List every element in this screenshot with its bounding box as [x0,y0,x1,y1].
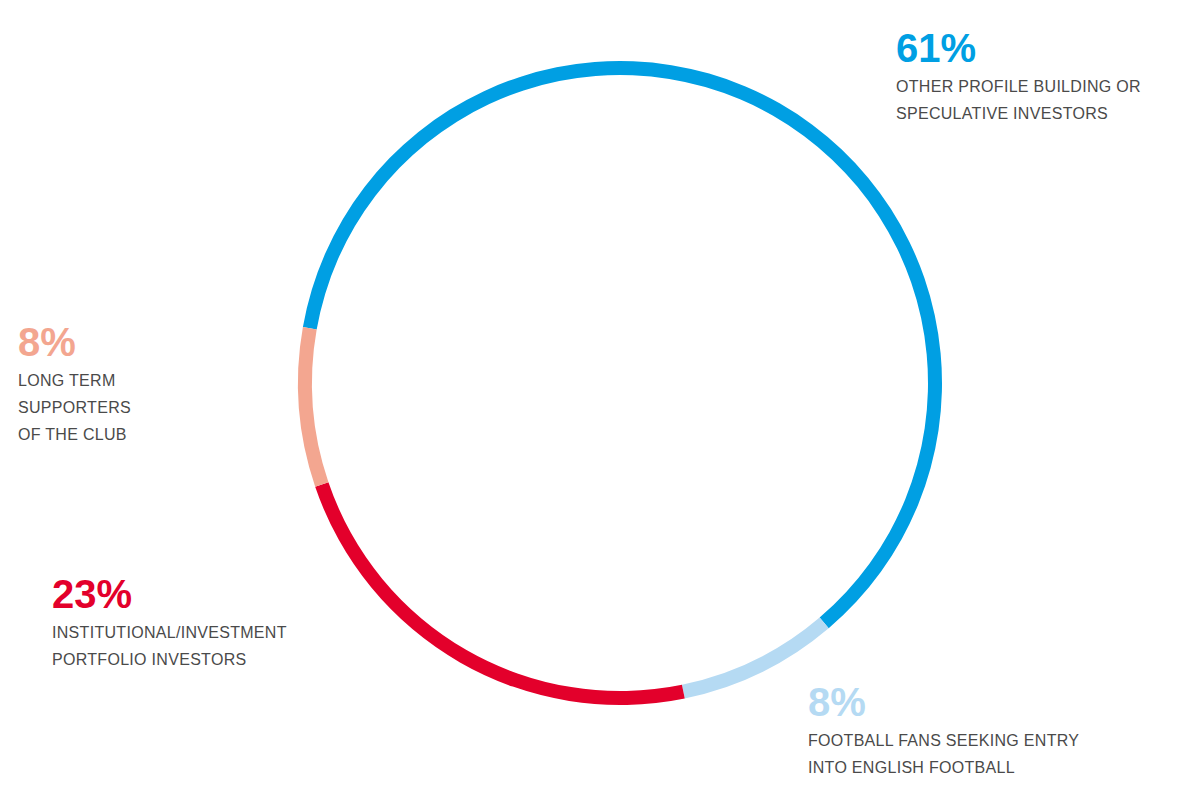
segment-label: 8% FOOTBALL FANS SEEKING ENTRY INTO ENGLIS… [808,680,1079,776]
category-line: INSTITUTIONAL/INVESTMENT [52,624,287,641]
percent-label: 8% [808,680,866,724]
category-label: FOOTBALL FANS SEEKING ENTRY INTO ENGLISH … [808,732,1079,776]
ring-segment [303,61,942,628]
ring-segment [315,482,685,705]
ring [298,61,942,705]
category-line: OTHER PROFILE BUILDING OR [896,78,1141,95]
category-label: LONG TERM SUPPORTERS OF THE CLUB [18,372,131,443]
category-label: OTHER PROFILE BUILDING OR SPECULATIVE INV… [896,78,1141,122]
category-line: FOOTBALL FANS SEEKING ENTRY [808,732,1079,749]
percent-label: 8% [18,320,76,364]
category-line: PORTFOLIO INVESTORS [52,651,246,668]
chart: 61% OTHER PROFILE BUILDING OR SPECULATIVE … [0,0,1202,787]
segment-label: 23% INSTITUTIONAL/INVESTMENT PORTFOLIO INV… [52,572,287,668]
category-line: SPECULATIVE INVESTORS [896,105,1108,122]
segment-label: 8% LONG TERM SUPPORTERS OF THE CLUB [18,320,131,443]
segment-label: 61% OTHER PROFILE BUILDING OR SPECULATIVE … [896,26,1141,122]
percent-label: 23% [52,572,132,616]
category-line: INTO ENGLISH FOOTBALL [808,759,1015,776]
ring-segment [682,618,829,699]
category-line: LONG TERM [18,372,116,389]
category-label: INSTITUTIONAL/INVESTMENT PORTFOLIO INVEST… [52,624,287,668]
percent-label: 61% [896,26,976,70]
category-line: SUPPORTERS [18,399,131,416]
category-line: OF THE CLUB [18,426,127,443]
ring-segment [298,327,328,487]
